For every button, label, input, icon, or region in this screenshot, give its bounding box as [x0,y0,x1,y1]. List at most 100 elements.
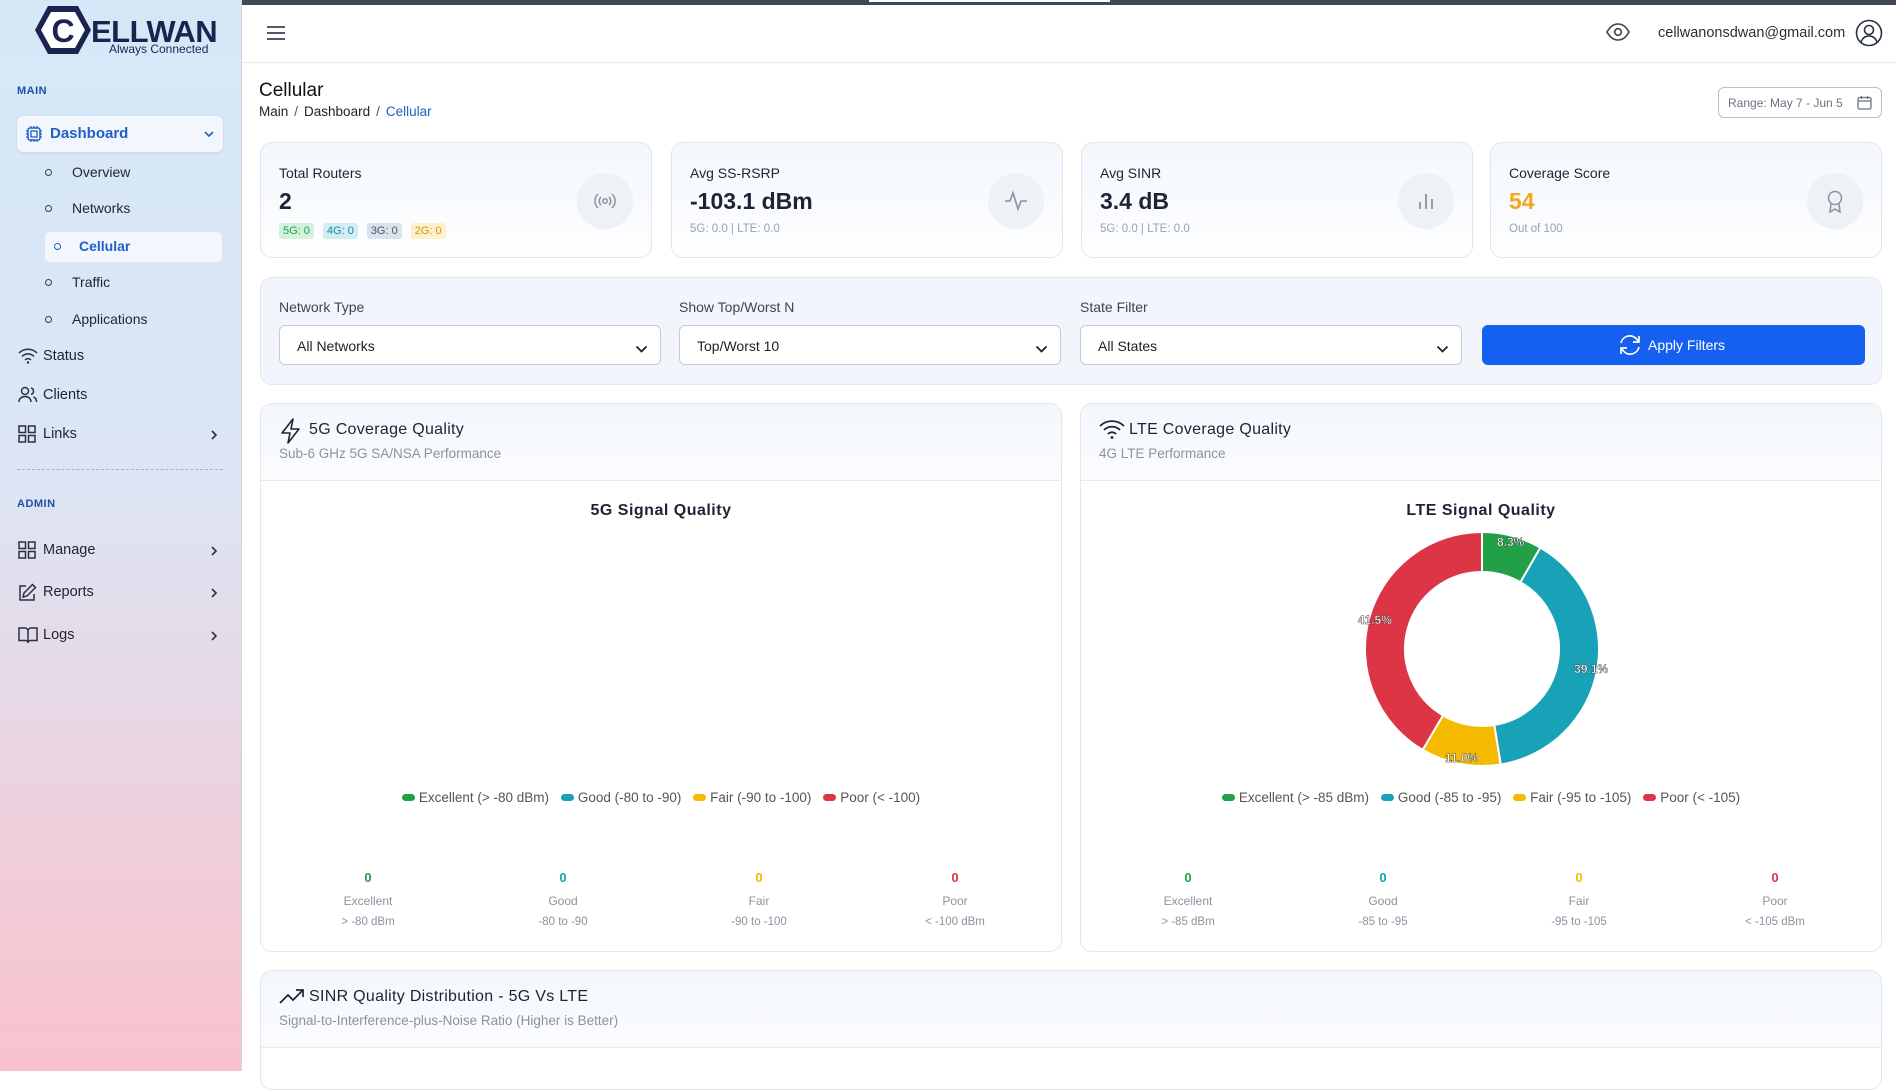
logo-hexagon-icon: C [35,6,91,54]
stat-range: -85 to -95 [1358,916,1408,928]
chart-title: LTE Signal Quality [1406,502,1556,519]
user-avatar-icon[interactable] [1855,19,1883,52]
main-section-title: MAIN [17,85,48,97]
legend-item-excellent[interactable]: Excellent (> -85 dBm) [1221,790,1369,805]
sidebar-item-label: Clients [43,387,88,403]
stat-range: < -105 dBm [1745,916,1805,928]
wifi-icon [1099,418,1125,445]
card-title: Avg SS-RSRP [690,165,780,181]
filters-panel: Network Type All Networks Show Top/Worst… [260,277,1882,385]
chevron-right-icon [208,630,220,646]
stat-range: -90 to -100 [731,916,787,928]
donut-slice-poor[interactable] [1364,530,1483,752]
sidebar-item-logs[interactable]: Logs [18,623,222,649]
stat-count: 0 [1575,870,1583,885]
card-avg-sinr: Avg SINR 3.4 dB 5G: 0.0 | LTE: 0.0 [1081,142,1473,258]
chevron-right-icon [208,587,220,603]
sidebar-item-clients[interactable]: Clients [18,383,222,409]
legend-item-fair[interactable]: Fair (-95 to -105) [1513,790,1631,805]
sidebar-item-manage[interactable]: Manage [18,538,222,564]
sidebar-item-applications[interactable]: Applications [45,305,222,335]
donut-label-excellent: 8.3% [1497,535,1525,549]
stat-range: > -80 dBm [341,916,395,928]
brand-logo[interactable]: C ELLWAN Always Connected [33,4,218,56]
panel-title: SINR Quality Distribution - 5G Vs LTE [309,988,589,1005]
trending-up-icon [279,987,305,1010]
badge-5g: 5G: 0 [279,223,314,239]
circle-icon [45,316,52,323]
sidebar-item-links[interactable]: Links [18,422,222,448]
card-title: Total Routers [279,165,362,181]
stat-excellent: 0 Excellent > -80 dBm [288,870,448,928]
sidebar-item-overview[interactable]: Overview [45,158,222,188]
stat-range: -95 to -105 [1551,916,1607,928]
circle-icon [45,169,52,176]
panel-header: 5G Coverage Quality Sub-6 GHz 5G SA/NSA … [261,404,1061,481]
stat-poor: 0 Poor < -105 dBm [1695,870,1855,928]
select-value: Top/Worst 10 [697,338,780,354]
stat-label: Good [548,894,578,908]
breadcrumb-main[interactable]: Main [259,104,289,119]
apply-filters-label: Apply Filters [1648,337,1726,353]
chart-legend: Excellent (> -80 dBm) Good (-80 to -90) … [261,790,1061,805]
stat-count: 0 [559,870,567,885]
chevron-down-icon [1436,341,1449,357]
legend-item-good[interactable]: Good (-80 to -90) [560,790,681,805]
circle-icon [45,279,52,286]
stat-range: -80 to -90 [538,916,588,928]
top-header: cellwanonsdwan@gmail.com [242,5,1896,63]
book-icon [18,626,38,648]
panel-5g-coverage: 5G Coverage Quality Sub-6 GHz 5G SA/NSA … [260,403,1062,952]
panel-subtitle: Sub-6 GHz 5G SA/NSA Performance [279,446,502,461]
top-strip [0,0,1896,5]
sidebar-item-traffic[interactable]: Traffic [45,268,222,298]
stat-label: Fair [748,894,770,908]
user-email[interactable]: cellwanonsdwan@gmail.com [1658,25,1846,41]
sidebar-item-dashboard[interactable]: Dashboard [17,116,223,152]
dashboard-label: Dashboard [50,125,129,142]
panel-subtitle: 4G LTE Performance [1099,446,1226,461]
legend-item-excellent[interactable]: Excellent (> -80 dBm) [401,790,549,805]
donut-label-fair: 11.0% [1445,751,1479,765]
network-type-select[interactable]: All Networks [279,325,661,365]
legend-item-poor[interactable]: Poor (< -105) [1643,790,1740,805]
stat-label: Excellent [1163,894,1213,908]
stat-label: Good [1368,894,1398,908]
stat-fair: 0 Fair -95 to -105 [1499,870,1659,928]
panel-title: LTE Coverage Quality [1129,421,1292,438]
apply-filters-button[interactable]: Apply Filters [1482,325,1865,365]
lte-donut-chart: 8.3% 39.1% 11.0% 41.5% [1358,530,1609,767]
sidebar-item-networks[interactable]: Networks [45,194,222,224]
card-subtext: 5G: 0.0 | LTE: 0.0 [1100,223,1190,235]
panel-lte-coverage: LTE Coverage Quality 4G LTE Performance … [1080,403,1882,952]
sidebar-item-status[interactable]: Status [18,344,222,370]
sidebar-item-cellular[interactable]: Cellular [45,232,222,262]
eye-icon[interactable] [1606,23,1630,46]
breadcrumb-dashboard[interactable]: Dashboard [304,104,371,119]
donut-label-poor: 41.5% [1358,613,1392,627]
stat-fair: 0 Fair -90 to -100 [679,870,839,928]
card-value: -103.1 dBm [690,188,813,214]
state-filter-select[interactable]: All States [1080,325,1462,365]
top-n-select[interactable]: Top/Worst 10 [679,325,1061,365]
chevron-down-icon [635,341,648,357]
calendar-icon [1857,95,1872,113]
sidebar-item-label: Traffic [72,274,111,290]
menu-toggle-icon[interactable] [266,25,286,46]
legend-item-fair[interactable]: Fair (-90 to -100) [693,790,811,805]
chevron-down-icon [1035,341,1048,357]
panel-sinr-distribution: SINR Quality Distribution - 5G Vs LTE Si… [260,970,1882,1090]
grid-icon [18,541,36,563]
badge-4g: 4G: 0 [322,223,358,239]
legend-item-good[interactable]: Good (-85 to -95) [1380,790,1501,805]
sidebar-item-reports[interactable]: Reports [18,580,222,606]
card-avg-ss-rsrp: Avg SS-RSRP -103.1 dBm 5G: 0.0 | LTE: 0.… [671,142,1063,258]
sidebar-item-label: Manage [43,542,96,558]
card-title: Avg SINR [1100,165,1162,181]
grid-icon [18,425,36,447]
legend-item-poor[interactable]: Poor (< -100) [823,790,920,805]
sidebar-divider [17,469,223,470]
chart-legend: Excellent (> -85 dBm) Good (-85 to -95) … [1081,790,1881,805]
donut-slice-good[interactable] [1493,546,1600,766]
date-range-picker[interactable]: Range: May 7 - Jun 5 [1718,87,1882,118]
